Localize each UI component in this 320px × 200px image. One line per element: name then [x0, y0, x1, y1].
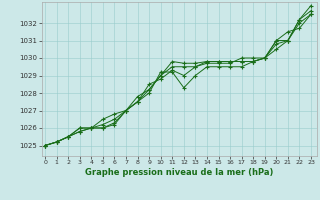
X-axis label: Graphe pression niveau de la mer (hPa): Graphe pression niveau de la mer (hPa): [85, 168, 273, 177]
